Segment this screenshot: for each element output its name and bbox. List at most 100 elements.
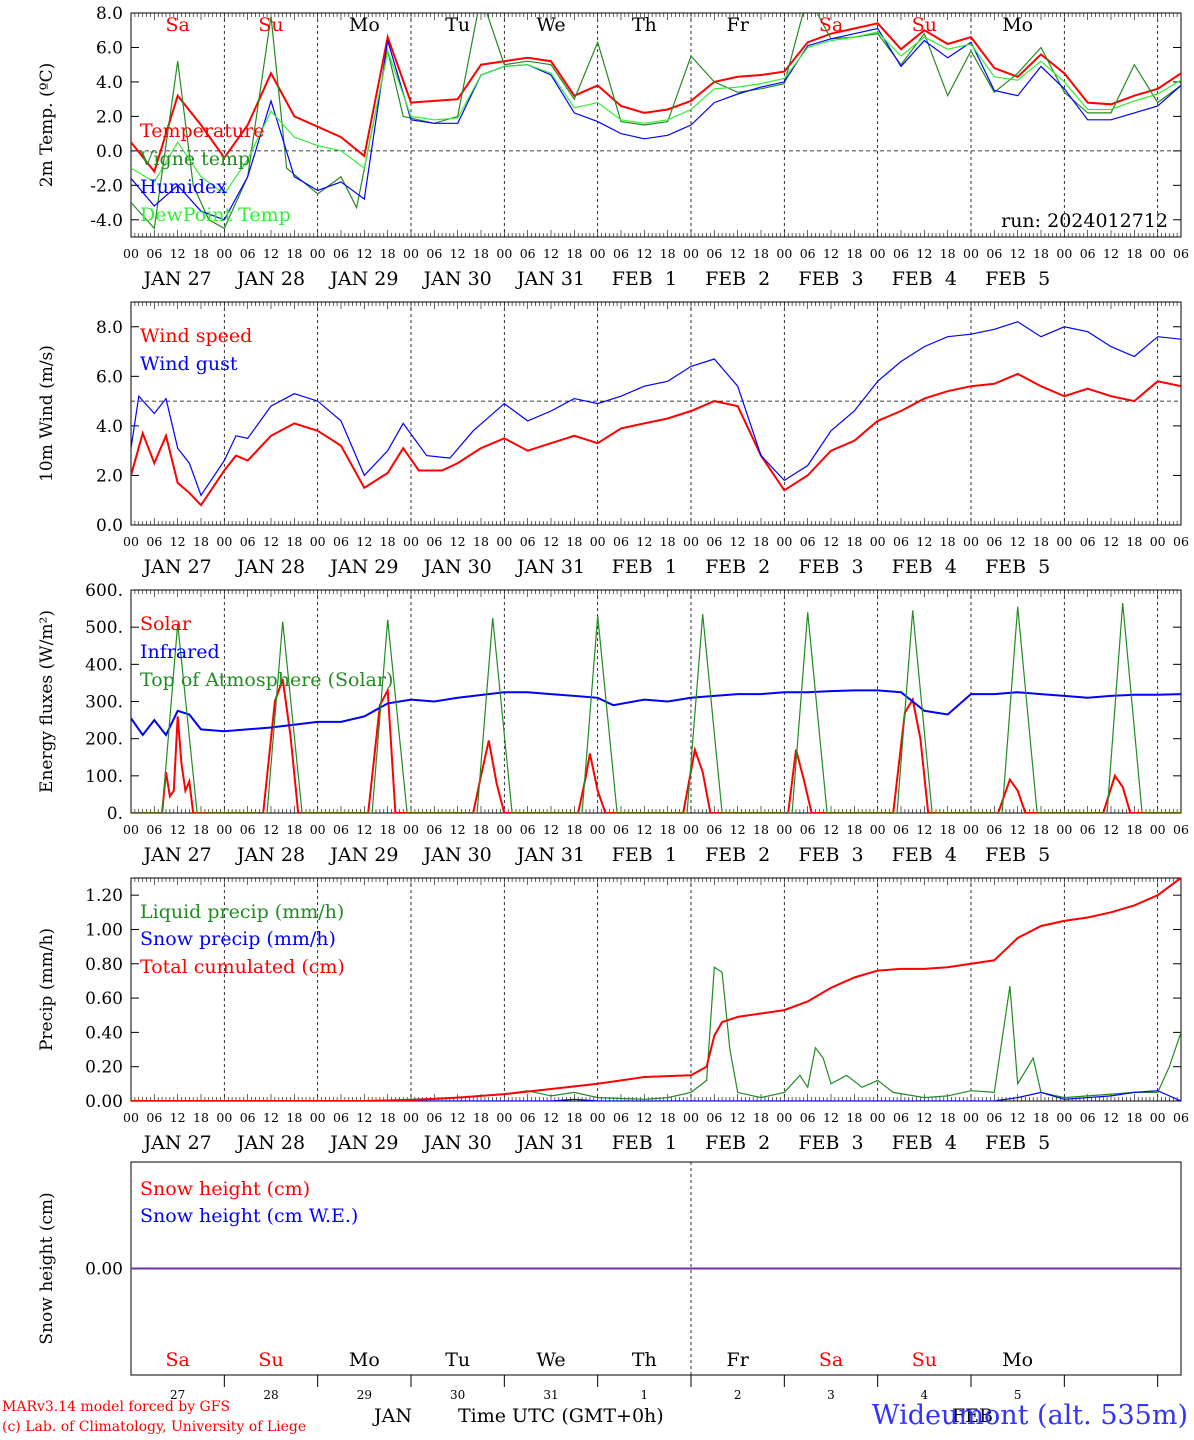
hour-tick-label: 00 (123, 1110, 139, 1125)
series-line-wind-speed (131, 372, 1181, 507)
hour-tick-label: 00 (870, 246, 886, 261)
hour-tick-label: 12 (823, 534, 839, 549)
hour-tick-label: 00 (310, 822, 326, 837)
hour-tick-label: 06 (146, 822, 162, 837)
hour-tick-label: 12 (636, 246, 652, 261)
day-label: FEB 3 (798, 556, 863, 578)
hour-tick-label: 18 (1033, 822, 1049, 837)
hour-tick-label: 00 (870, 534, 886, 549)
weekday-label-bottom: Th (632, 1349, 657, 1371)
hour-tick-label: 00 (963, 246, 979, 261)
series-line-humidex (131, 27, 1181, 221)
hour-tick-label: 12 (1010, 1110, 1026, 1125)
hour-tick-label: 12 (1103, 1110, 1119, 1125)
y-tick-label: 100. (85, 767, 123, 787)
hour-tick-label: 12 (1010, 246, 1026, 261)
hour-tick-label: 12 (1103, 534, 1119, 549)
hour-tick-label: 00 (1056, 534, 1072, 549)
hour-tick-label: 18 (473, 1110, 489, 1125)
y-tick-label: 400. (85, 655, 123, 675)
day-label: JAN 28 (235, 556, 305, 578)
hour-tick-label: 06 (800, 1110, 816, 1125)
hour-tick-label: 06 (613, 1110, 629, 1125)
hour-tick-label: 06 (520, 1110, 536, 1125)
day-label: JAN 30 (422, 556, 492, 578)
hour-tick-label: 00 (123, 246, 139, 261)
day-label: FEB 1 (612, 268, 677, 290)
hour-tick-label: 06 (986, 246, 1002, 261)
hour-tick-label: 06 (706, 822, 722, 837)
day-label: JAN 29 (328, 1132, 398, 1154)
hour-tick-label: 18 (753, 822, 769, 837)
hour-tick-label: 00 (496, 822, 512, 837)
hour-tick-label: 06 (240, 1110, 256, 1125)
hour-tick-label: 00 (216, 534, 232, 549)
legend-entry: Wind speed (140, 325, 252, 347)
hour-tick-label: 00 (963, 534, 979, 549)
hour-tick-label: 18 (286, 1110, 302, 1125)
hour-tick-label: 00 (496, 534, 512, 549)
day-label: JAN 29 (328, 268, 398, 290)
hour-tick-label: 00 (776, 822, 792, 837)
legend-entry: Solar (140, 613, 192, 635)
hour-tick-label: 06 (426, 1110, 442, 1125)
y-tick-label: 2.0 (96, 466, 123, 486)
day-label: JAN 27 (142, 1132, 212, 1154)
y-axis-label: Precip (mm/h) (37, 928, 57, 1051)
panel-1: 00 06 12 18 00 06 12 18 00 06 12 18 00 06 12 18 00 06 12 18… (37, 4, 1189, 290)
day-label: JAN 31 (515, 268, 585, 290)
day-label: FEB 2 (705, 556, 770, 578)
hour-tick-label: 18 (660, 822, 676, 837)
y-axis-label: 2m Temp. (ºC) (37, 63, 57, 188)
hour-tick-label: 12 (543, 1110, 559, 1125)
series-line-wind-gust (131, 321, 1181, 497)
day-number: 31 (543, 1388, 558, 1402)
hour-tick-label: 00 (216, 1110, 232, 1125)
y-tick-label: 200. (85, 730, 123, 750)
day-label: FEB 2 (705, 1132, 770, 1154)
hour-tick-label: 06 (146, 246, 162, 261)
hour-tick-label: 12 (543, 822, 559, 837)
y-tick-label: 0. (107, 804, 123, 824)
hour-tick-label: 12 (450, 1110, 466, 1125)
hour-tick-label: 18 (566, 1110, 582, 1125)
hour-tick-label: 00 (1056, 246, 1072, 261)
run-annotation: run: 2024012712 (1001, 210, 1168, 232)
y-tick-label: 500. (85, 618, 123, 638)
series-line-infrared (131, 689, 1181, 737)
day-label: JAN 28 (235, 268, 305, 290)
day-label: FEB 5 (985, 844, 1050, 866)
hour-tick-label: 06 (986, 822, 1002, 837)
hour-tick-label: 00 (1150, 822, 1166, 837)
day-label: FEB 4 (892, 268, 957, 290)
hour-tick-label: 18 (193, 822, 209, 837)
y-axis-label: Snow height (cm) (37, 1192, 57, 1344)
hour-tick-label: 12 (263, 1110, 279, 1125)
hour-tick-label: 06 (613, 822, 629, 837)
hour-tick-label: 18 (286, 822, 302, 837)
hour-tick-label: 12 (636, 534, 652, 549)
legend-entry: Snow height (cm W.E.) (140, 1205, 358, 1227)
day-number: 2 (734, 1388, 742, 1402)
hour-tick-label: 00 (403, 534, 419, 549)
day-number: 1 (641, 1388, 649, 1402)
panel-3: 00 06 12 18 00 06 12 18 00 06 12 18 00 06 12 18 00 06 12 18… (37, 581, 1189, 866)
hour-tick-label: 18 (473, 534, 489, 549)
day-label: FEB 3 (798, 268, 863, 290)
hour-tick-label: 12 (823, 1110, 839, 1125)
hour-tick-label: 12 (263, 822, 279, 837)
weekday-label-bottom: Sa (165, 1349, 189, 1371)
hour-tick-label: 06 (240, 534, 256, 549)
y-tick-label: 2.0 (96, 107, 123, 127)
day-label: FEB 5 (985, 556, 1050, 578)
y-tick-label: 0.00 (85, 1092, 123, 1112)
hour-tick-label: 00 (1056, 1110, 1072, 1125)
hour-tick-label: 06 (706, 246, 722, 261)
hour-tick-label: 12 (543, 534, 559, 549)
hour-tick-label: 12 (916, 534, 932, 549)
y-tick-label: 4.0 (96, 73, 123, 93)
hour-tick-label: 18 (286, 534, 302, 549)
legend-entry: Humidex (140, 176, 227, 198)
hour-tick-label: 00 (123, 822, 139, 837)
weekday-label-bottom: Fr (727, 1349, 750, 1371)
